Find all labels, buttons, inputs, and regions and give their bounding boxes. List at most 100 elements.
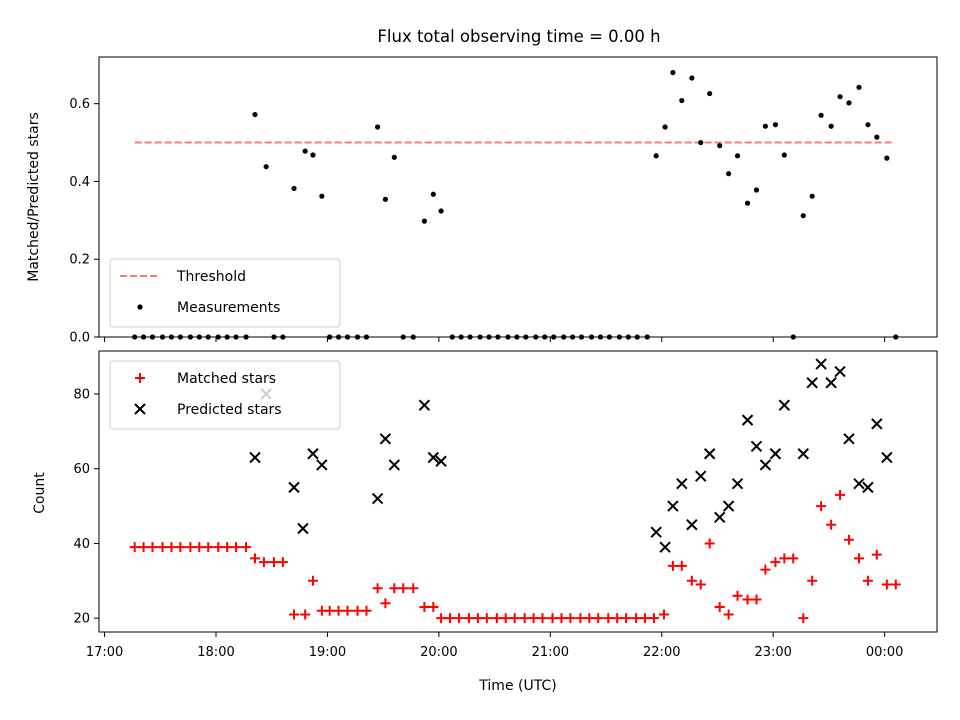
ratio-point: [698, 139, 704, 146]
count-point: [881, 451, 893, 464]
count-point: [316, 459, 328, 471]
ratio-point: [856, 84, 862, 90]
count-point: [667, 500, 679, 512]
count-point: [648, 613, 659, 624]
count-point: [667, 560, 678, 571]
count-point: [333, 605, 344, 616]
count-point: [528, 613, 539, 624]
x-tick-label: 20:00: [420, 645, 457, 660]
count-point: [222, 542, 233, 553]
count-point: [732, 590, 743, 601]
x-tick-label: 18:00: [197, 645, 234, 660]
count-y-tick-label: 20: [73, 612, 90, 627]
count-point: [714, 601, 725, 612]
ratio-point: [800, 213, 806, 219]
count-point: [289, 609, 300, 620]
count-point: [815, 358, 827, 370]
ratio-point: [662, 124, 668, 130]
count-point: [537, 613, 548, 624]
count-point: [807, 575, 818, 586]
count-y-tick-label: 80: [73, 387, 90, 402]
count-point: [695, 470, 707, 482]
legend-label: Measurements: [177, 300, 280, 316]
count-point: [834, 365, 846, 378]
count-point: [129, 542, 140, 553]
count-point: [250, 553, 261, 564]
ratio-point: [865, 122, 871, 128]
series-x: [249, 358, 893, 553]
count-point: [760, 564, 771, 575]
count-point: [843, 433, 855, 445]
x-tick-label: 22:00: [643, 645, 680, 660]
count-point: [603, 613, 614, 624]
count-point: [213, 542, 224, 553]
count-point: [750, 440, 763, 452]
ratio-point: [781, 152, 787, 158]
count-y-tick-label: 60: [73, 462, 90, 477]
count-point: [862, 575, 873, 586]
ratio-point: [302, 148, 308, 154]
count-point: [352, 605, 363, 616]
ratio-point: [744, 200, 751, 206]
count-point: [862, 481, 874, 494]
count-point: [175, 542, 186, 553]
series-plus: [129, 489, 901, 624]
count-point: [379, 433, 392, 445]
count-point: [593, 613, 604, 624]
legend-swatch: [134, 403, 146, 415]
count-point: [307, 575, 318, 586]
count-point: [491, 613, 502, 624]
count-point: [445, 613, 456, 624]
count-point: [138, 542, 149, 553]
count-point: [686, 575, 697, 586]
count-point: [249, 451, 261, 464]
count-point: [835, 489, 846, 500]
count-point: [788, 553, 799, 564]
count-point: [871, 549, 882, 560]
count-point: [241, 542, 252, 553]
ratio-legend: Threshold Measurements: [109, 258, 341, 328]
count-point: [166, 542, 177, 553]
count-point: [307, 448, 319, 460]
ratio-point: [884, 155, 890, 161]
count-point: [500, 613, 511, 624]
count-point: [453, 613, 464, 624]
ratio-point: [252, 111, 258, 118]
count-panel-frame: [98, 350, 938, 633]
legend-label: Threshold: [176, 269, 246, 285]
ratio-panel-frame: [98, 56, 938, 338]
chart-title: Flux total observing time = 0.00 h: [377, 27, 660, 46]
count-point: [398, 583, 409, 594]
count-point: [185, 542, 196, 553]
count-point: [742, 594, 753, 605]
count-point: [778, 399, 791, 411]
ratio-panel: 0.0 0.2 0.4 0.6 Matched/Predicted stars Thr…: [26, 56, 938, 346]
ratio-point: [374, 124, 381, 130]
count-point: [769, 448, 782, 460]
count-point: [640, 613, 651, 624]
count-point: [825, 377, 837, 389]
ratio-y-axis-label: Matched/Predicted stars: [26, 112, 42, 282]
count-point: [575, 613, 586, 624]
count-point: [779, 553, 790, 564]
count-point: [389, 583, 400, 594]
ratio-y-tick-label: 0.4: [69, 175, 90, 190]
count-point: [428, 601, 439, 612]
count-point: [853, 553, 864, 564]
count-point: [372, 583, 383, 594]
count-point: [419, 601, 430, 612]
count-point: [147, 542, 158, 553]
count-point: [843, 534, 854, 545]
count-point: [584, 613, 595, 624]
count-point: [297, 522, 309, 535]
ratio-point: [874, 134, 880, 140]
count-point: [759, 459, 772, 471]
count-point: [556, 613, 567, 624]
count-point: [472, 613, 483, 624]
ratio-point: [734, 153, 741, 159]
ratio-point: [753, 187, 760, 193]
ratio-point: [391, 154, 397, 160]
count-point: [722, 500, 735, 512]
x-tick-label: 19:00: [309, 645, 346, 660]
